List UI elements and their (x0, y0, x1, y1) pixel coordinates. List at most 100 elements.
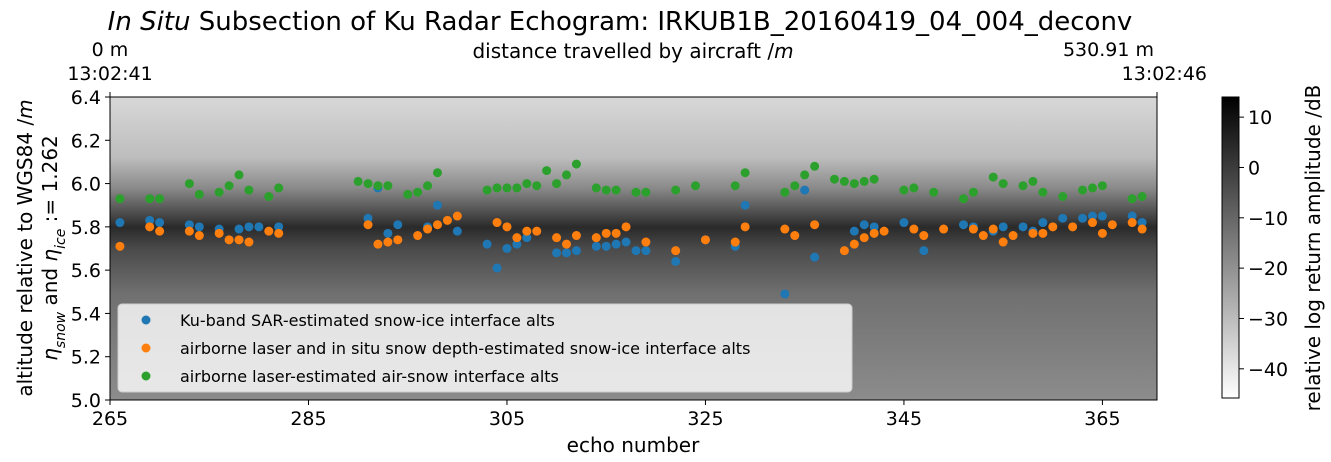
point (730, 181, 740, 191)
point (1127, 211, 1137, 221)
y-axis-label-2: ηsnow and ηice := 1.262 (38, 135, 69, 361)
colorbar-tick-label: −30 (1248, 308, 1288, 330)
chart-title: In Situ Subsection of Ku Radar Echogram:… (108, 7, 1133, 37)
x-tick-label: 305 (489, 408, 525, 430)
point (552, 233, 562, 243)
point (452, 226, 462, 236)
point (671, 256, 681, 266)
y-tick-label: 5.8 (71, 217, 101, 239)
point (552, 248, 562, 258)
legend-label: airborne laser and in situ snow depth-es… (180, 339, 750, 358)
point (919, 231, 929, 241)
point (780, 289, 790, 299)
point (1097, 228, 1107, 238)
legend-marker (141, 343, 151, 353)
point (879, 226, 889, 236)
colorbar-tick-label: −20 (1248, 258, 1288, 280)
y-tick-label: 5.4 (71, 303, 101, 325)
point (1008, 231, 1018, 241)
point (274, 183, 284, 193)
point (552, 179, 562, 189)
y-tick-label: 6.2 (71, 130, 101, 152)
point (869, 222, 879, 232)
point (849, 226, 859, 236)
point (1038, 218, 1048, 228)
y-label-part: η (38, 249, 62, 262)
point (571, 246, 581, 256)
point (432, 220, 442, 230)
point (849, 239, 859, 249)
point (1137, 224, 1147, 234)
point (432, 168, 442, 178)
point (452, 211, 462, 221)
point (800, 185, 810, 195)
point (1068, 222, 1078, 232)
point (363, 220, 373, 230)
plot-frame (109, 96, 1158, 401)
point (155, 226, 165, 236)
point (492, 218, 502, 228)
point (512, 233, 522, 243)
point (1078, 213, 1088, 223)
point (1048, 222, 1058, 232)
point (383, 237, 393, 247)
y-tick-label: 6.4 (71, 87, 101, 109)
point (413, 187, 423, 197)
point (482, 239, 492, 249)
point (1028, 176, 1038, 186)
legend-marker (141, 371, 151, 381)
point (532, 226, 542, 236)
y-tick-label: 5.0 (71, 390, 101, 412)
point (542, 166, 552, 176)
point (591, 241, 601, 251)
point (224, 235, 234, 245)
point (403, 189, 413, 199)
point (155, 194, 165, 204)
point (413, 231, 423, 241)
point (1038, 187, 1048, 197)
y-tick-label: 5.2 (71, 347, 101, 369)
y-label-part: snow (53, 311, 69, 348)
colorbar-tick-label: −10 (1248, 208, 1288, 230)
y-tick-label: 6.0 (71, 174, 101, 196)
y-label-part: ice (53, 229, 69, 249)
point (958, 220, 968, 230)
point (641, 237, 651, 247)
point (234, 235, 244, 245)
point (214, 228, 224, 238)
point (274, 228, 284, 238)
point (155, 218, 165, 228)
point (859, 176, 869, 186)
point (115, 194, 125, 204)
y-label-part: η (38, 348, 62, 361)
point (234, 224, 244, 234)
point (383, 228, 393, 238)
point (512, 239, 522, 249)
point (909, 183, 919, 193)
point (978, 231, 988, 241)
point (512, 183, 522, 193)
point (244, 185, 254, 195)
point (829, 174, 839, 184)
point (145, 215, 155, 225)
point (1058, 213, 1068, 223)
point (1087, 211, 1097, 221)
point (1018, 222, 1028, 232)
point (849, 179, 859, 189)
point (780, 224, 790, 234)
legend-label: airborne laser-estimated air-snow interf… (180, 367, 559, 386)
legend-box (117, 303, 853, 393)
point (671, 185, 681, 195)
y-axis-label: altitude relative to WGS84 /m (13, 99, 37, 396)
point (641, 246, 651, 256)
point (730, 237, 740, 247)
point (234, 170, 244, 180)
point (939, 224, 949, 234)
point (571, 159, 581, 169)
point (492, 263, 502, 273)
point (184, 226, 194, 236)
x-axis-label: echo number (567, 433, 700, 457)
point (909, 224, 919, 234)
point (740, 222, 750, 232)
point (740, 200, 750, 210)
